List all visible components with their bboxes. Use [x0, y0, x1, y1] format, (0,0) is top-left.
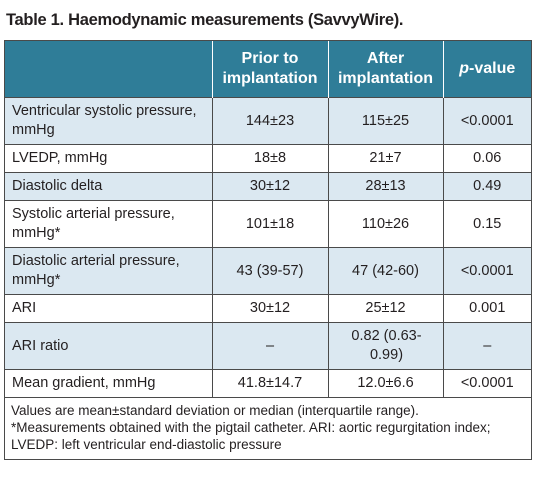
cell: 47 (42-60)	[327, 247, 443, 295]
cell: <0.0001	[442, 97, 531, 145]
cell: 41.8±14.7	[211, 369, 328, 397]
cell-text: LVEDP, mmHg	[12, 150, 108, 166]
row-label: Systolic arterial pressure, mmHg*	[5, 200, 212, 248]
cell: 0.49	[442, 172, 531, 201]
cell-text: Systolic arterial pressure, mmHg*	[12, 206, 175, 241]
header-cell: After implantation	[327, 41, 443, 98]
cell-text: ARI ratio	[12, 337, 69, 354]
table-frame: Prior to implantation After implantation p…	[4, 40, 532, 460]
cell: <0.0001	[442, 369, 531, 397]
cell: <0.0001	[442, 247, 531, 295]
table-row: Diastolic arterial pressure, mmHg* 43 (39…	[5, 247, 531, 295]
footnote: *Measurements obtained with the pigtail …	[11, 420, 491, 452]
header-row: Prior to implantation After implantation p…	[5, 41, 531, 98]
cell-text: 0.15	[473, 215, 502, 232]
cell: –	[211, 322, 328, 370]
table-row: Ventricular systolic pressure, mmHg 144±2…	[5, 97, 531, 145]
cell-text: –	[483, 337, 492, 354]
row-label: Diastolic arterial pressure, mmHg*	[5, 247, 212, 295]
cell: 144±23	[211, 97, 328, 145]
header-cell	[5, 41, 212, 98]
cell: 43 (39-57)	[211, 247, 328, 295]
table: Prior to implantation After implantation p…	[5, 41, 531, 397]
cell-text: 41.8±14.7	[237, 375, 303, 391]
cell: 28±13	[327, 172, 443, 201]
cell-text: 0.82 (0.63-0.99)	[351, 328, 422, 363]
cell-text: 28±13	[365, 178, 406, 194]
cell-text: Ventricular systolic pressure, mmHg	[12, 103, 197, 138]
cell: 0.06	[442, 144, 531, 173]
cell: 110±26	[327, 200, 443, 248]
cell-text: Diastolic delta	[12, 178, 103, 194]
cell-text: ARI	[12, 300, 37, 316]
cell: 30±12	[211, 294, 328, 323]
cell: 101±18	[211, 200, 328, 248]
header-text: -value	[469, 60, 516, 77]
cell: 12.0±6.6	[327, 369, 443, 397]
row-label: Mean gradient, mmHg	[5, 369, 212, 397]
cell-text: Diastolic arterial pressure, mmHg*	[12, 253, 180, 288]
table-row: Diastolic delta 30±12 28±13 0.49	[5, 172, 531, 201]
cell-text: 30±12	[249, 178, 291, 194]
header-text: Prior to implantation	[222, 50, 318, 87]
cell: 21±7	[327, 144, 443, 173]
table-row: Systolic arterial pressure, mmHg* 101±18 1…	[5, 200, 531, 248]
cell-text: 12.0±6.6	[357, 375, 414, 391]
cell-text: <0.0001	[460, 262, 514, 279]
cell-text: 18±8	[253, 150, 287, 166]
cell-text: 0.49	[473, 178, 502, 194]
table-title: Table 1. Haemodynamic measurements (Savv…	[6, 11, 404, 29]
footnote: Values are mean±standard deviation or me…	[11, 403, 419, 418]
cell: 18±8	[211, 144, 328, 173]
row-label: Diastolic delta	[5, 172, 212, 201]
table-row: LVEDP, mmHg 18±8 21±7 0.06	[5, 144, 531, 173]
cell: –	[442, 322, 531, 370]
row-label: ARI	[5, 294, 212, 323]
cell: 0.82 (0.63-0.99)	[327, 322, 443, 370]
cell: 25±12	[327, 294, 443, 323]
cell-text: 144±23	[245, 112, 295, 129]
cell-text: <0.0001	[460, 375, 514, 391]
cell-text: <0.0001	[460, 112, 514, 129]
cell: 115±25	[327, 97, 443, 145]
cell-text: 25±12	[365, 300, 406, 316]
cell-text: 21±7	[369, 150, 402, 166]
footnotes: Values are mean±standard deviation or me…	[5, 397, 531, 459]
cell: 0.15	[442, 200, 531, 248]
table-row: ARI ratio – 0.82 (0.63-0.99) –	[5, 322, 531, 370]
cell: 30±12	[211, 172, 328, 201]
cell-text: Mean gradient, mmHg	[12, 375, 156, 391]
cell-text: 0.001	[469, 300, 506, 316]
cell-text: 47 (42-60)	[352, 262, 419, 279]
cell: 0.001	[442, 294, 531, 323]
row-label: LVEDP, mmHg	[5, 144, 212, 173]
header-cell: p-value	[442, 41, 531, 98]
cell-text: –	[265, 337, 275, 354]
header-cell: Prior to implantation	[211, 41, 328, 98]
cell-text: 110±26	[361, 215, 410, 232]
cell-text: 0.06	[473, 150, 502, 166]
row-label: ARI ratio	[5, 322, 212, 370]
cell-text: 43 (39-57)	[236, 262, 304, 279]
cell-text: 115±25	[361, 112, 410, 129]
cell-text: 101±18	[245, 215, 295, 232]
table-row: ARI 30±12 25±12 0.001	[5, 294, 531, 323]
row-label: Ventricular systolic pressure, mmHg	[5, 97, 212, 145]
cell-text: 30±12	[249, 300, 291, 316]
header-text: After implantation	[337, 50, 434, 87]
header-italic: p	[459, 60, 470, 77]
table-row: Mean gradient, mmHg 41.8±14.7 12.0±6.6 <0.0…	[5, 369, 531, 397]
